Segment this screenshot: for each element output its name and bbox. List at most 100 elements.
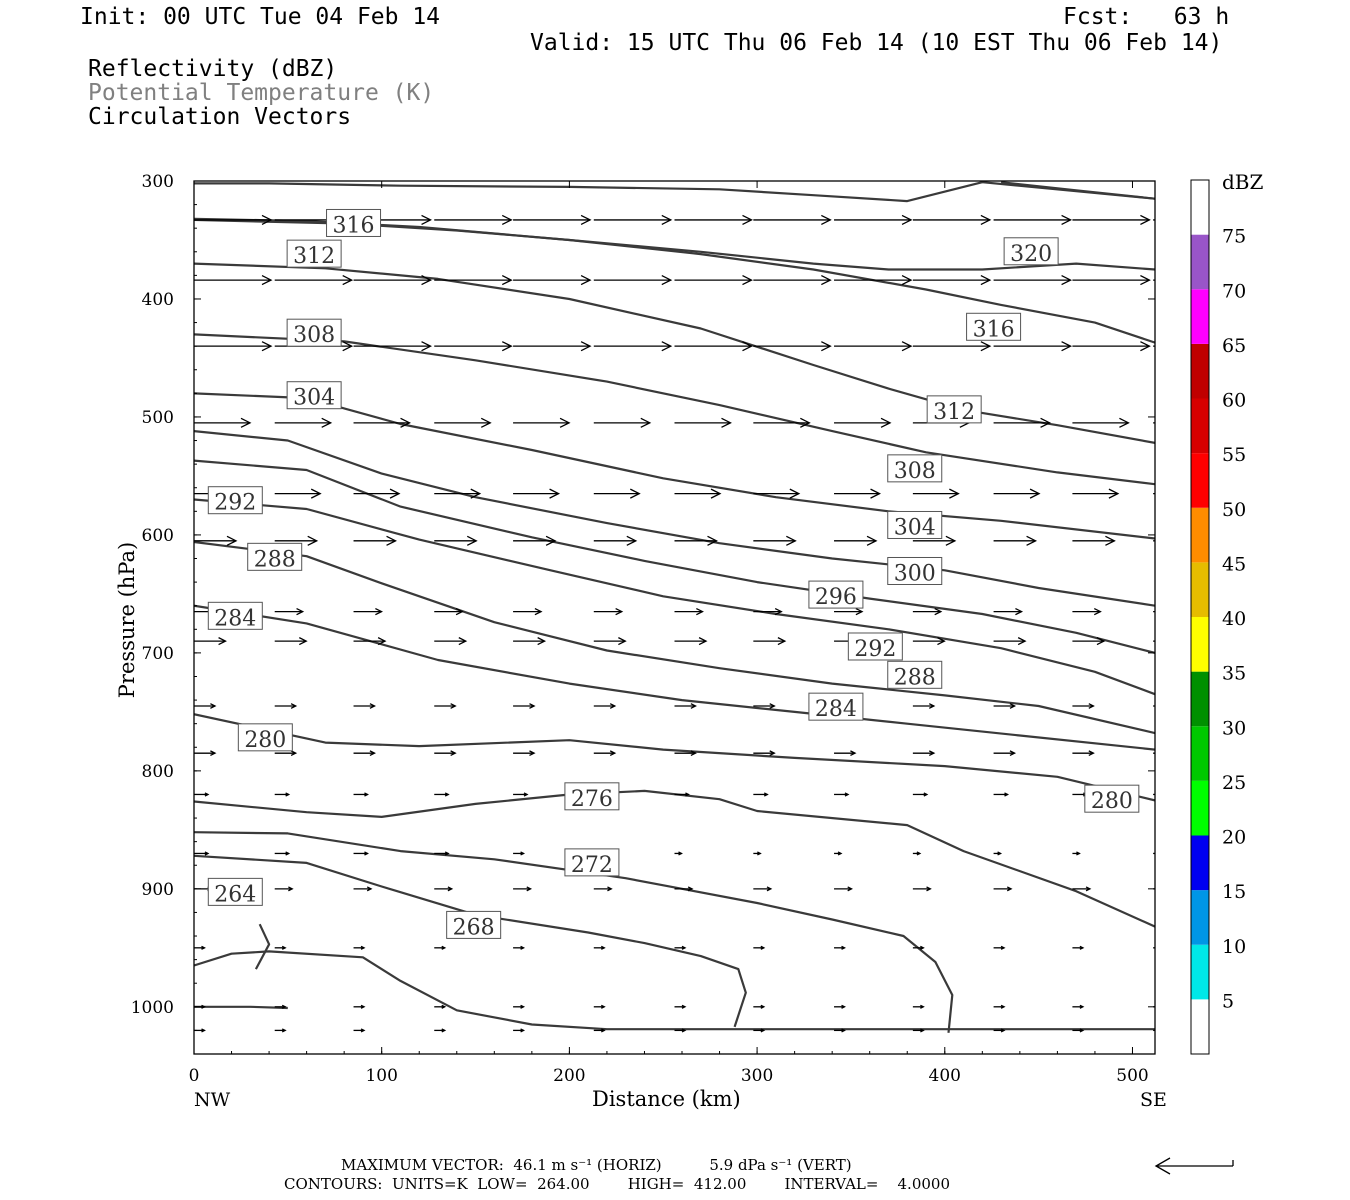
vector-arrow xyxy=(1072,1004,1085,1009)
contour-label: 320 xyxy=(1003,237,1059,267)
vector-arrow xyxy=(993,851,1003,856)
vector-arrow xyxy=(194,851,210,856)
vector-arrow xyxy=(194,945,206,950)
colorbar-swatch xyxy=(1191,562,1209,617)
svg-text:300: 300 xyxy=(894,561,936,586)
x-end-label-right: SE xyxy=(1140,1089,1167,1111)
valid-time: Valid: 15 UTC Thu 06 Feb 14 (10 EST Thu … xyxy=(530,30,1223,56)
colorbar-label: 5 xyxy=(1222,990,1234,1012)
vector-arrow xyxy=(753,341,832,352)
contour-line-284 xyxy=(194,713,1155,802)
vector-arrow xyxy=(513,488,561,499)
vector-arrow xyxy=(194,703,217,709)
vector-arrow xyxy=(1153,610,1155,613)
colorbar-swatch xyxy=(1191,398,1209,454)
vector-arrow xyxy=(1072,886,1092,892)
vector-arrow xyxy=(194,637,227,646)
vector-arrow xyxy=(1072,750,1095,757)
svg-text:288: 288 xyxy=(254,547,296,572)
vector-arrow xyxy=(434,851,450,856)
contour-line-320 xyxy=(1000,181,1155,200)
field-potential-temperature: Potential Temperature (K) xyxy=(88,80,435,106)
vector-arrow xyxy=(274,535,319,546)
vector-arrow xyxy=(353,1028,366,1033)
contour-label: 312 xyxy=(926,395,982,425)
vector-arrow xyxy=(353,417,411,428)
contour-line-aux-3 xyxy=(194,218,1155,271)
vector-arrow xyxy=(593,488,641,499)
contour-line-276 xyxy=(194,831,954,1033)
contour-label: 268 xyxy=(446,910,502,940)
vector-arrow xyxy=(993,637,1027,646)
vector-arrow xyxy=(993,1028,1006,1033)
vector-arrow xyxy=(513,341,592,352)
svg-text:292: 292 xyxy=(854,637,896,662)
vector-arrow xyxy=(434,703,457,709)
x-tick-label: 500 xyxy=(1116,1066,1148,1086)
colorbar-swatch xyxy=(1191,780,1209,836)
vector-arrow xyxy=(1072,535,1116,546)
vector-arrow xyxy=(674,275,753,286)
colorbar-label: 50 xyxy=(1222,499,1246,521)
vector-arrow xyxy=(1072,703,1095,709)
max-vector-note: MAXIMUM VECTOR: 46.1 m s⁻¹ (HORIZ) 5.9 d… xyxy=(341,1156,852,1174)
svg-text:268: 268 xyxy=(453,915,495,940)
vector-arrow xyxy=(912,607,943,616)
vector-arrow xyxy=(912,945,925,950)
vector-arrow xyxy=(274,607,305,616)
vector-arrow xyxy=(674,886,694,892)
svg-text:264: 264 xyxy=(214,882,256,907)
vector-arrow xyxy=(753,488,801,499)
y-tick-label: 600 xyxy=(142,526,174,546)
vector-arrow xyxy=(674,535,718,546)
colorbar-swatch xyxy=(1191,617,1209,672)
colorbar-label: 40 xyxy=(1222,608,1246,630)
contour-line-aux-0 xyxy=(194,181,1155,203)
vector-arrow xyxy=(434,1004,447,1009)
colorbar-label: 15 xyxy=(1222,881,1246,903)
vector-arrow xyxy=(513,275,592,286)
vector-arrow xyxy=(834,886,853,892)
x-axis-label: Distance (km) xyxy=(592,1087,741,1111)
vector-arrow xyxy=(674,945,687,950)
vector-arrow xyxy=(353,637,387,646)
svg-text:312: 312 xyxy=(293,244,335,269)
vector-arrow xyxy=(593,945,606,950)
colorbar-frame xyxy=(1190,179,1210,1055)
x-end-label-left: NW xyxy=(194,1089,231,1111)
vector-arrow xyxy=(353,750,376,757)
x-tick-label: 0 xyxy=(189,1066,200,1086)
vector-arrow xyxy=(194,214,273,226)
vector-arrow xyxy=(753,750,776,757)
colorbar-swatch xyxy=(1191,453,1209,508)
y-tick-label: 400 xyxy=(142,290,174,310)
vector-arrow xyxy=(1072,637,1106,646)
vector-arrow xyxy=(674,851,683,856)
colorbar-swatch xyxy=(1191,999,1209,1054)
vector-arrow xyxy=(513,851,526,856)
vector-arrow xyxy=(513,1004,526,1009)
vector-arrow xyxy=(1072,607,1102,616)
vector-arrow xyxy=(834,792,850,797)
axes: 0 100 200 300 400 500 300 400 500 600 700 800 900 100… xyxy=(131,172,1155,1086)
contour-label: 316 xyxy=(966,312,1022,342)
field-circulation-vectors: Circulation Vectors xyxy=(88,104,352,130)
vector-arrow xyxy=(834,341,913,352)
colorbar-label: 30 xyxy=(1222,717,1246,739)
vector-arrow xyxy=(993,1004,1006,1009)
vector-arrow xyxy=(434,417,492,428)
vector-arrow xyxy=(593,275,673,286)
vector-arrow xyxy=(912,1004,925,1009)
vector-arrow xyxy=(434,792,450,797)
vector-arrow xyxy=(513,886,533,892)
contour-line-292 xyxy=(194,540,1155,735)
contours-note: CONTOURS: UNITS=K LOW= 264.00 HIGH= 412.… xyxy=(284,1175,950,1193)
plot-frame xyxy=(193,180,1156,1055)
vector-arrow xyxy=(353,851,369,856)
vector-arrow xyxy=(353,535,397,546)
vector-arrow xyxy=(674,1004,687,1009)
vector-arrow xyxy=(674,607,704,616)
vector-arrow xyxy=(674,214,753,226)
vector-arrow xyxy=(434,341,513,352)
